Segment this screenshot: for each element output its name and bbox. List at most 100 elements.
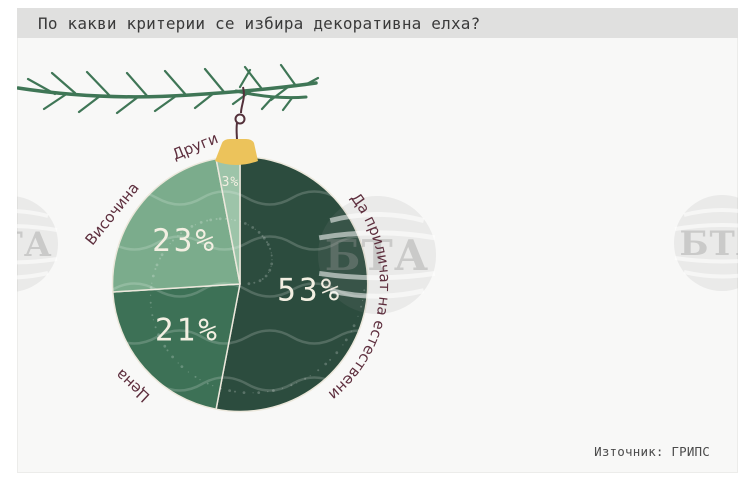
speckle-dot xyxy=(154,326,157,329)
speckle-dot xyxy=(180,365,184,368)
speckle-dot xyxy=(231,218,233,221)
speckle-dot xyxy=(335,351,339,355)
speckle-dot xyxy=(247,282,251,286)
speckle-dot xyxy=(150,294,152,296)
speckle-dot xyxy=(268,271,270,274)
speckle-dot xyxy=(257,231,261,234)
speckle-dot xyxy=(270,265,272,267)
speckle-dot xyxy=(239,283,241,285)
speckle-dot xyxy=(266,241,268,244)
speckle-dot xyxy=(166,349,169,352)
ornament-cap-icon xyxy=(215,139,258,165)
speckle-dot xyxy=(185,229,187,231)
source-label: Източник: ГРИПС xyxy=(594,444,710,459)
speckle-dot xyxy=(247,224,249,226)
speckle-dot xyxy=(157,333,161,337)
speckle-dot xyxy=(253,281,256,284)
speckle-dot xyxy=(177,235,179,237)
pie-slice-1 xyxy=(112,283,241,410)
speckle-dot xyxy=(309,375,311,377)
speckle-dot xyxy=(206,382,209,385)
speckle-dot xyxy=(159,257,161,260)
speckle-dot xyxy=(154,268,157,270)
bta-watermark-right xyxy=(672,193,738,293)
speckle-dot xyxy=(212,385,214,387)
speckle-dot xyxy=(151,282,153,284)
speckle-dot xyxy=(281,387,284,389)
speckle-dot xyxy=(152,319,154,321)
pie-slice-2 xyxy=(111,158,241,293)
speckle-dot xyxy=(329,358,332,361)
speckle-dot xyxy=(151,314,154,317)
speckle-dot xyxy=(270,254,273,257)
speckle-dot xyxy=(209,218,213,222)
speckle-dot xyxy=(269,247,272,250)
speckle-dot xyxy=(165,247,167,250)
speckle-dot xyxy=(261,234,264,237)
speckle-dot xyxy=(296,382,298,384)
pine-branch-illustration xyxy=(17,63,320,115)
speckle-dot xyxy=(159,338,162,341)
speckle-dot xyxy=(171,355,175,359)
speckle-dot xyxy=(251,226,255,229)
speckle-dot xyxy=(266,243,270,246)
speckle-dot xyxy=(261,278,264,280)
speckle-dot xyxy=(151,274,155,278)
slice-value-label: 3% xyxy=(222,175,240,190)
speckle-dot xyxy=(150,306,152,308)
speckle-dot xyxy=(242,391,246,394)
speckle-dot xyxy=(160,253,164,257)
speckle-dot xyxy=(342,344,344,346)
speckle-dot xyxy=(225,217,227,220)
speckle-dot xyxy=(258,279,262,283)
speckle-dot xyxy=(172,239,174,242)
bta-watermark-left xyxy=(17,194,60,294)
speckle-dot xyxy=(199,379,201,381)
speckle-dot xyxy=(234,219,236,222)
speckle-dot xyxy=(324,362,328,366)
speckle-dot xyxy=(169,243,171,245)
slice-value-label: 21% xyxy=(155,312,220,348)
speckle-dot xyxy=(267,391,269,393)
page-title: По какви критерии се избира декоративна … xyxy=(38,13,481,33)
speckle-dot xyxy=(352,324,356,328)
slice-value-label: 23% xyxy=(152,223,217,259)
speckle-dot xyxy=(163,344,167,348)
speckle-dot xyxy=(264,274,268,278)
speckle-dot xyxy=(254,228,256,230)
speckle-dot xyxy=(262,236,266,240)
speckle-dot xyxy=(177,362,179,364)
speckle-dot xyxy=(350,330,352,332)
speckle-dot xyxy=(357,315,359,317)
speckle-dot xyxy=(239,221,241,223)
title-bar: По какви критерии се избира декоративна … xyxy=(17,8,738,38)
speckle-dot xyxy=(194,224,196,226)
speckle-dot xyxy=(149,301,152,304)
ornament-string-icon xyxy=(234,86,246,142)
speckle-dot xyxy=(199,221,203,224)
speckle-dot xyxy=(268,268,272,272)
speckle-dot xyxy=(270,262,274,266)
speckle-dot xyxy=(257,391,261,394)
speckle-dot xyxy=(206,219,209,222)
speckle-dot xyxy=(270,252,272,254)
speckle-dot xyxy=(252,392,254,394)
speckle-dot xyxy=(272,389,275,392)
speckle-dot xyxy=(271,259,273,261)
speckle-dot xyxy=(149,286,153,290)
speckle-dot xyxy=(194,375,197,378)
speckle-dot xyxy=(180,232,182,235)
speckle-dot xyxy=(290,384,293,387)
speckle-dot xyxy=(187,371,189,373)
speckle-dot xyxy=(228,389,232,392)
speckle-dot xyxy=(304,377,307,380)
speckle-dot xyxy=(344,338,348,342)
speckle-dot xyxy=(234,390,236,393)
speckle-dot xyxy=(215,218,218,220)
slice-label-other: Други xyxy=(170,129,221,164)
speckle-dot xyxy=(317,369,320,372)
speckle-dot xyxy=(243,222,247,225)
speckle-dot xyxy=(155,263,159,267)
speckle-dot xyxy=(190,225,194,228)
